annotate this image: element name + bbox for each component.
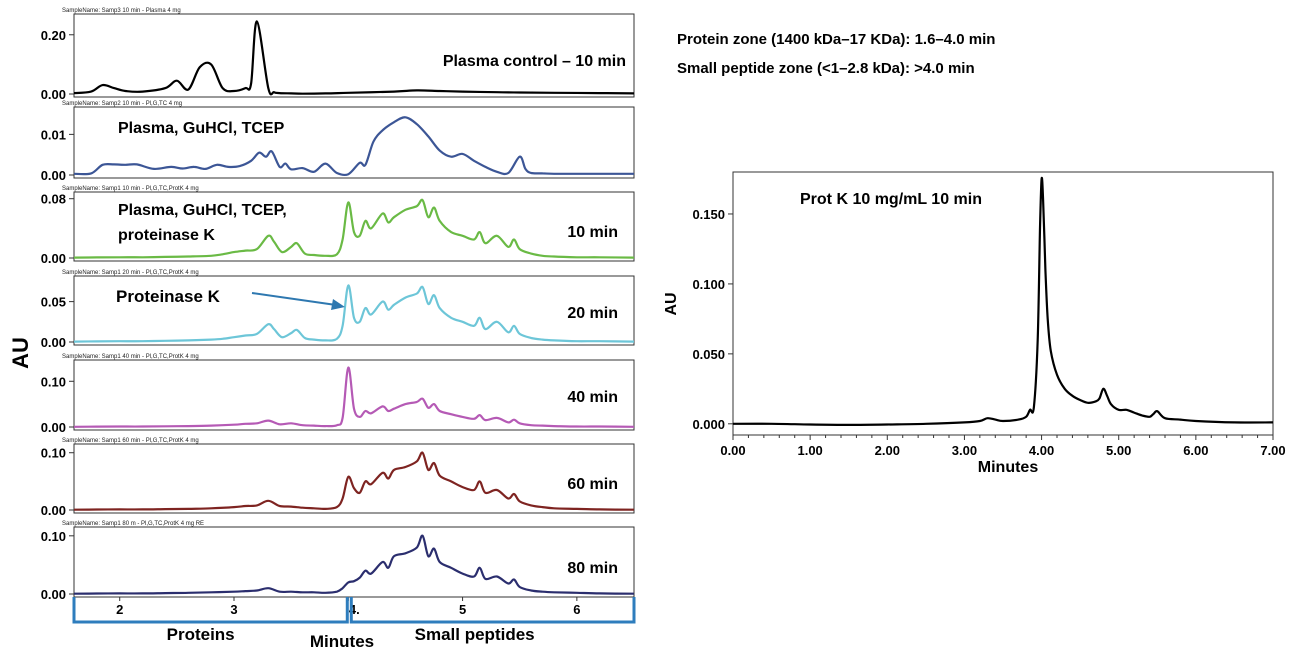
- panel-label: 20 min: [567, 305, 618, 322]
- x-tick-label: 2.00: [875, 443, 900, 458]
- y-tick-label: 0.00: [41, 335, 66, 350]
- x-tick-label: 6: [573, 602, 580, 617]
- zone-brackets: Proteins Small peptides Minutes: [72, 597, 636, 650]
- chromatogram-panel-6: SampleName: Samp1 60 min - Pl,G,TC,ProtK…: [41, 438, 635, 518]
- sample-name-header: SampleName: Samp3 10 min - Plasma 4 mg: [62, 8, 181, 14]
- x-tick-label: 7.00: [1260, 443, 1285, 458]
- chromatogram-panel-5: SampleName: Samp1 40 min - Pl,G,TC,ProtK…: [41, 354, 635, 435]
- y-tick-label: 0.00: [41, 251, 66, 266]
- x-tick-label: 0.00: [720, 443, 745, 458]
- x-tick-label: 1.00: [797, 443, 822, 458]
- chromatogram-trace: [73, 198, 635, 259]
- panel-condition-label-line1: Plasma, GuHCl, TCEP,: [118, 202, 287, 219]
- x-tick-label: 4.00: [1029, 443, 1054, 458]
- y-tick-label: 0.20: [41, 28, 66, 43]
- panel-frame: [73, 526, 635, 598]
- sample-name-header: SampleName: Samp2 10 min - Pl,G,TC 4 mg: [62, 101, 182, 107]
- y-tick-label: 0.10: [41, 374, 66, 389]
- y-tick-label: 0.00: [41, 420, 66, 435]
- chromatogram-panel-1: SampleName: Samp3 10 min - Plasma 4 mg 0.…: [41, 8, 635, 102]
- y-tick-label: 0.00: [41, 587, 66, 602]
- panel-frame: [73, 13, 635, 98]
- y-tick-label: 0.000: [692, 417, 725, 432]
- chromatogram-trace: [73, 284, 635, 343]
- chromatogram-trace: [73, 116, 634, 177]
- panel-frame: [73, 275, 635, 346]
- plot-frame: [732, 171, 1274, 436]
- x-tick-label: 2: [116, 602, 123, 617]
- x-tick-label: 4.: [349, 602, 360, 617]
- proteinase-k-arrow-line: [251, 292, 337, 306]
- y-tick-label: 0.00: [41, 168, 66, 183]
- proteins-zone-label: Proteins: [167, 625, 235, 644]
- y-tick-label: 0.05: [41, 295, 66, 310]
- y-tick-label: 0.050: [692, 347, 725, 362]
- proteins-zone-bracket: [72, 597, 349, 624]
- left-chromatogram-stack: SampleName: Samp3 10 min - Plasma 4 mg 0.…: [41, 8, 635, 617]
- y-tick-label: 0.100: [692, 277, 725, 292]
- chromatogram-panel-3: SampleName: Samp1 10 min - Pl,G,TC,ProtK…: [41, 186, 635, 266]
- sample-name-header: SampleName: Samp1 80 m - Pl,G,TC,ProtK 4…: [62, 521, 204, 527]
- panel-condition-label-line2: proteinase K: [118, 227, 215, 244]
- chromatogram-trace: [732, 176, 1274, 426]
- left-y-axis-label: AU: [8, 337, 33, 369]
- panel-frame: [73, 106, 635, 179]
- x-tick-label: 3.00: [952, 443, 977, 458]
- y-tick-label: 0.150: [692, 207, 725, 222]
- sample-name-header: SampleName: Samp1 40 min - Pl,G,TC,ProtK…: [62, 354, 199, 360]
- y-tick-label: 0.00: [41, 503, 66, 518]
- chromatogram-panel-4: SampleName: Samp1 20 min - Pl,G,TC,ProtK…: [41, 270, 635, 350]
- panel-label: 10 min: [567, 224, 618, 241]
- panel-frame: [73, 191, 635, 262]
- x-tick-label: 5: [459, 602, 466, 617]
- chromatogram-trace: [73, 451, 635, 511]
- y-tick-label: 0.00: [41, 87, 66, 102]
- x-axis-label: Minutes: [978, 459, 1039, 476]
- small-peptides-zone-label: Small peptides: [415, 625, 535, 644]
- chromatogram-panel-7: SampleName: Samp1 80 m - Pl,G,TC,ProtK 4…: [41, 521, 635, 602]
- panel-label: 80 min: [567, 560, 618, 577]
- chromatogram-trace: [73, 366, 635, 428]
- chart-title: Prot K 10 mg/mL 10 min: [800, 191, 982, 208]
- prot-k-chromatogram: 0.000 0.050 0.100 0.150 0.00 1.00 2.00 3.00 4.00…: [663, 171, 1286, 476]
- protein-zone-note: Protein zone (1400 kDa–17 KDa): 1.6–4.0 …: [677, 31, 995, 48]
- sample-name-header: SampleName: Samp1 10 min - Pl,G,TC,ProtK…: [62, 186, 199, 192]
- sample-name-header: SampleName: Samp1 20 min - Pl,G,TC,ProtK…: [62, 270, 199, 276]
- left-x-axis-label: Minutes: [310, 632, 374, 650]
- panel-frame: [73, 443, 635, 514]
- small-peptides-zone-bracket: [349, 597, 636, 624]
- panel-frame: [73, 359, 635, 431]
- panel-label: 60 min: [567, 476, 618, 493]
- x-tick-label: 6.00: [1183, 443, 1208, 458]
- chromatogram-panel-2: SampleName: Samp2 10 min - Pl,G,TC 4 mg 0…: [41, 101, 635, 183]
- panel-label: Plasma control – 10 min: [443, 53, 626, 70]
- y-tick-label: 0.10: [41, 529, 66, 544]
- y-axis-label: AU: [663, 292, 680, 315]
- panel-label: 40 min: [567, 389, 618, 406]
- chromatogram-trace: [73, 534, 635, 595]
- y-tick-label: 0.10: [41, 446, 66, 461]
- panel-label: Plasma, GuHCl, TCEP: [118, 120, 285, 137]
- proteinase-k-arrow-head: [331, 299, 345, 310]
- proteinase-k-annotation: Proteinase K: [116, 287, 345, 310]
- chromatogram-trace: [73, 20, 635, 96]
- x-tick-label: 5.00: [1106, 443, 1131, 458]
- y-tick-label: 0.01: [41, 127, 66, 142]
- y-tick-label: 0.08: [41, 192, 66, 207]
- peptide-zone-note: Small peptide zone (<1–2.8 kDa): >4.0 mi…: [677, 60, 975, 77]
- sample-name-header: SampleName: Samp1 60 min - Pl,G,TC,ProtK…: [62, 438, 199, 444]
- proteinase-k-arrow-label: Proteinase K: [116, 287, 221, 306]
- x-tick-label: 3: [230, 602, 237, 617]
